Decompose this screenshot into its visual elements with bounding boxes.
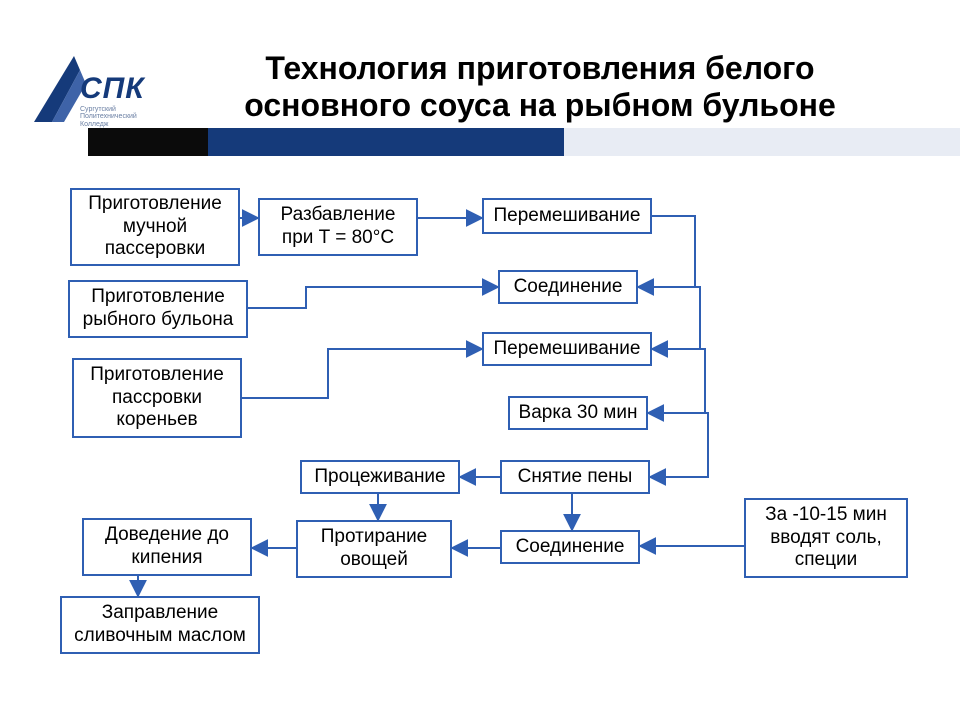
flow-node-dilute: Разбавлениепри T = 80°C xyxy=(258,198,418,256)
flow-node-salt: За -10-15 минвводят соль,специи xyxy=(744,498,908,578)
flow-node-mix2: Перемешивание xyxy=(482,332,652,366)
flow-edge xyxy=(648,349,705,413)
logo-sub-text: СургутскийПолитехническийКолледж xyxy=(80,106,137,128)
header-ribbon-segment xyxy=(88,128,208,156)
flow-node-butter: Заправлениесливочным маслом xyxy=(60,596,260,654)
flow-node-boiling: Доведение докипения xyxy=(82,518,252,576)
flow-node-flour: Приготовлениемучнойпассеровки xyxy=(70,188,240,266)
flow-node-mashveg: Протираниеовощей xyxy=(296,520,452,578)
flow-node-mix1: Перемешивание xyxy=(482,198,652,234)
flow-edge xyxy=(242,349,482,398)
flow-node-combine2: Соединение xyxy=(500,530,640,564)
flow-node-foam: Снятие пены xyxy=(500,460,650,494)
flow-node-combine1: Соединение xyxy=(498,270,638,304)
header-ribbon-segment xyxy=(208,128,564,156)
flow-edge xyxy=(648,413,708,477)
flow-node-roots: Приготовлениепассровкикореньев xyxy=(72,358,242,438)
header-ribbon-segment xyxy=(564,128,960,156)
flow-node-broth: Приготовлениерыбного бульона xyxy=(68,280,248,338)
page-title: Технология приготовления белогоосновного… xyxy=(160,50,920,124)
flow-edge xyxy=(248,287,498,308)
flow-node-strain: Процеживание xyxy=(300,460,460,494)
flow-node-boil30: Варка 30 мин xyxy=(508,396,648,430)
logo-main-text: СПК xyxy=(80,72,145,106)
